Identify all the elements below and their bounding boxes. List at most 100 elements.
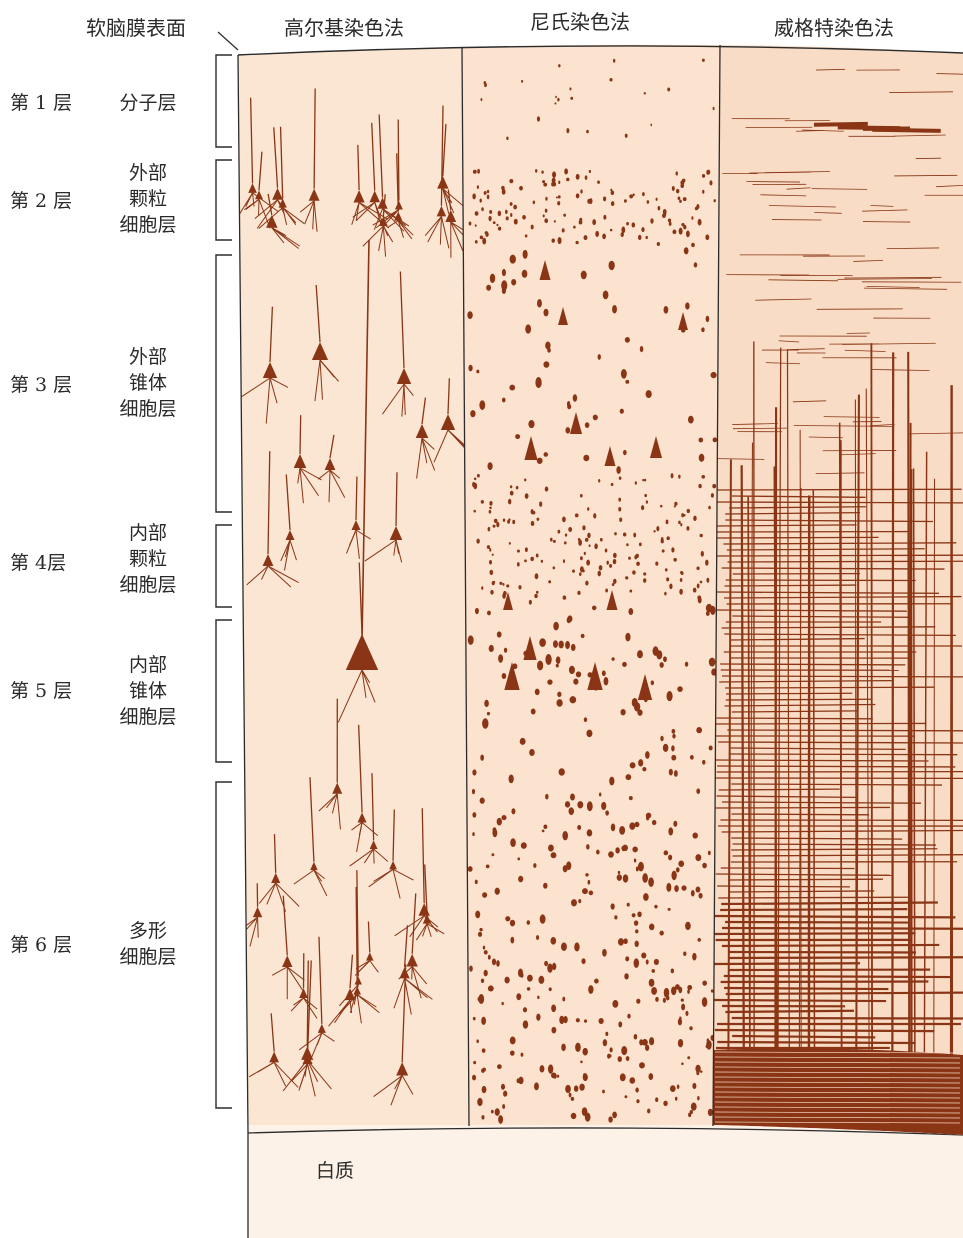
nissl-cell: [645, 500, 648, 504]
golgi-nissl-divider: [461, 46, 470, 1127]
nissl-cell: [522, 214, 526, 220]
nissl-cell: [559, 1015, 565, 1025]
nissl-cell: [482, 945, 486, 950]
nissl-cell: [637, 650, 643, 659]
nissl-cell: [610, 190, 615, 196]
nissl-cell: [524, 559, 527, 563]
nissl-cell: [671, 185, 675, 192]
nissl-cell: [646, 200, 650, 204]
nissl-cell: [569, 87, 572, 91]
nissl-cell: [661, 549, 665, 553]
nissl-cell: [509, 1036, 516, 1045]
nissl-pyramidal-cell: [504, 662, 520, 690]
nissl-cell: [629, 1077, 636, 1084]
golgi-dendrite: [411, 966, 422, 999]
nissl-cell: [477, 168, 480, 174]
weigert-tangential-fiber: [730, 637, 865, 641]
nissl-cell: [701, 327, 705, 333]
golgi-apical-dendrite: [279, 126, 284, 199]
weigert-tangential-fiber: [778, 340, 800, 343]
nissl-cell: [708, 745, 713, 751]
nissl-cell: [637, 911, 642, 918]
weigert-tangential-fiber: [768, 205, 836, 208]
nissl-cell: [681, 178, 686, 183]
nissl-cell: [692, 952, 697, 961]
nissl-cell: [712, 106, 715, 111]
nissl-cell: [619, 826, 626, 835]
nissl-cell: [519, 185, 523, 191]
golgi-dendrite: [442, 188, 450, 214]
nissl-cell: [602, 233, 606, 240]
weigert-radial-fiber: [749, 442, 753, 1061]
nissl-cell: [497, 226, 502, 231]
nissl-cell: [638, 234, 642, 240]
nissl-cell: [648, 923, 655, 931]
golgi-neuron: [344, 988, 356, 1001]
nissl-cell: [562, 516, 566, 523]
weigert-deep-gap: [714, 1086, 961, 1089]
nissl-cell: [467, 635, 474, 645]
nissl-cell: [536, 116, 541, 122]
nissl-cell: [501, 185, 505, 191]
nissl-cell: [625, 774, 632, 781]
nissl-cell: [669, 583, 673, 590]
nissl-cell: [626, 543, 629, 547]
nissl-cell: [543, 824, 548, 830]
nissl-cell: [628, 556, 631, 560]
nissl-cell: [536, 935, 540, 940]
weigert-tangential-fiber: [715, 806, 891, 809]
golgi-dendrite: [361, 669, 376, 703]
nissl-cell: [689, 1026, 693, 1031]
golgi-dendrite: [337, 669, 363, 723]
nissl-cell: [610, 201, 615, 207]
golgi-dendrite: [282, 1059, 308, 1092]
nissl-cell: [562, 595, 567, 600]
golgi-left-edge: [237, 54, 249, 1134]
golgi-dendrite: [423, 915, 439, 928]
nissl-cell: [586, 844, 590, 850]
weigert-fibers: [713, 68, 963, 1135]
nissl-cell: [472, 812, 477, 818]
golgi-apical-dendrite: [403, 925, 409, 968]
nissl-cell: [577, 824, 582, 830]
nissl-cell: [670, 968, 675, 974]
nissl-cell: [570, 1112, 577, 1120]
nissl-cell: [586, 729, 593, 738]
nissl-cell: [520, 842, 527, 849]
golgi-dendrite: [283, 539, 291, 571]
nissl-cell: [664, 591, 667, 596]
nissl-cell: [560, 942, 567, 951]
golgi-dendrite: [355, 529, 360, 559]
nissl-cell: [697, 1096, 700, 1101]
nissl-cell: [639, 1039, 644, 1046]
nissl-cell: [695, 886, 701, 893]
golgi-dendrite: [358, 822, 363, 836]
nissl-cell: [678, 227, 683, 235]
nissl-cell: [547, 679, 553, 685]
nissl-cell: [700, 1070, 703, 1073]
nissl-cell: [507, 498, 512, 505]
nissl-cell: [663, 306, 669, 314]
nissl-cell: [484, 231, 488, 235]
nissl-cell: [492, 524, 496, 528]
nissl-cell: [622, 661, 627, 667]
nissl-cell: [569, 696, 577, 704]
nissl-cell: [698, 453, 705, 462]
golgi-dendrite: [271, 227, 287, 236]
nissl-cell: [530, 556, 534, 562]
golgi-neuron: [357, 812, 367, 823]
golgi-dendrite: [312, 200, 315, 230]
golgi-neurons: [238, 88, 469, 1106]
golgi-neuron: [272, 187, 283, 200]
golgi-dendrite: [252, 192, 279, 213]
golgi-dendrite: [356, 994, 380, 1014]
weigert-tangential-fiber: [729, 753, 958, 756]
nissl-cell: [642, 873, 648, 883]
nissl-cell: [701, 174, 706, 178]
nissl-cell: [577, 590, 581, 595]
nissl-cell: [684, 661, 689, 667]
nissl-cell: [543, 182, 548, 187]
nissl-cell: [582, 1047, 588, 1056]
nissl-cell: [608, 851, 614, 858]
nissl-cell: [592, 414, 598, 421]
